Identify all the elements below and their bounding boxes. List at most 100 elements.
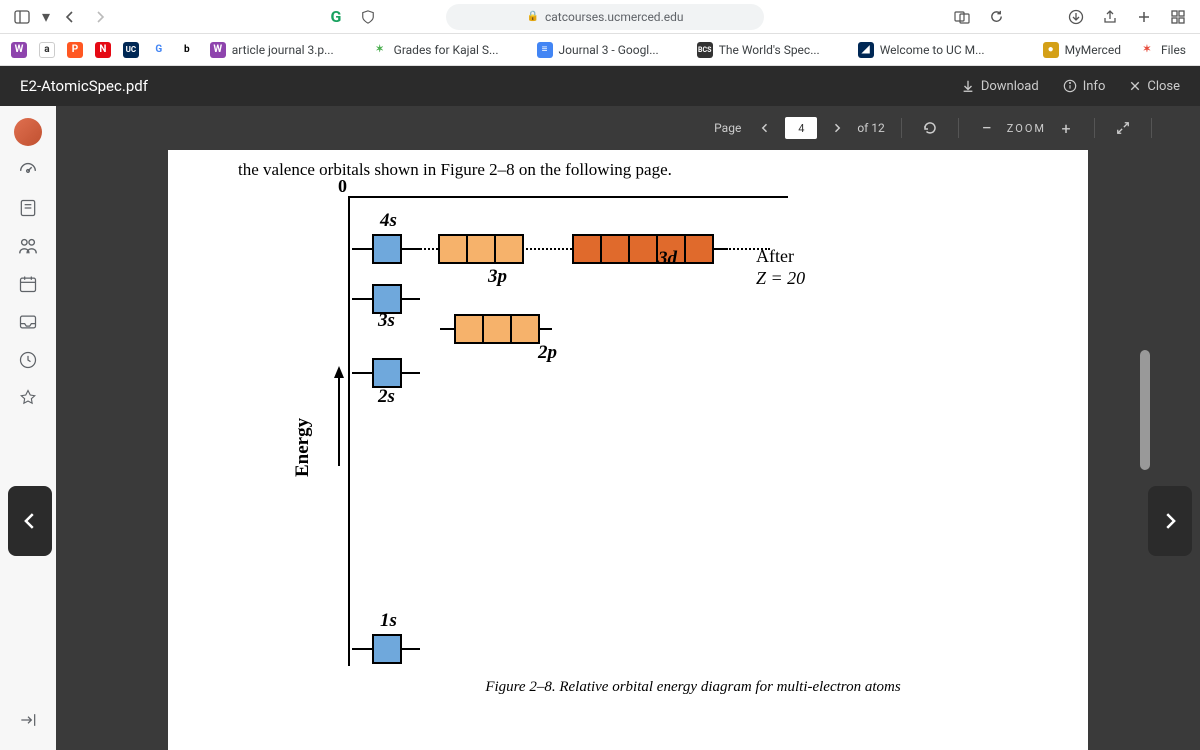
next-page-button[interactable] xyxy=(825,116,849,140)
dotted-connector xyxy=(420,248,438,250)
file-title: E2-AtomicSpec.pdf xyxy=(20,77,148,95)
connector xyxy=(400,298,420,300)
prev-page-arrow[interactable] xyxy=(8,486,52,556)
bookmark-label: The World's Spec... xyxy=(719,43,820,57)
connector xyxy=(352,248,372,250)
plus-icon[interactable] xyxy=(1130,3,1158,31)
bookmark-item[interactable]: UC xyxy=(118,38,144,62)
energy-diagram: 0 Energy 4s xyxy=(308,186,1048,696)
bookmark-label: Grades for Kajal S... xyxy=(394,43,499,57)
orbital-label: 3s xyxy=(378,310,395,332)
download-icon[interactable] xyxy=(1062,3,1090,31)
bookmark-label: article journal 3.p... xyxy=(232,43,334,57)
scrollbar[interactable] xyxy=(1140,350,1150,470)
courses-icon[interactable] xyxy=(8,190,48,226)
zoom-in-button[interactable]: + xyxy=(1054,116,1078,140)
y-axis xyxy=(348,196,350,666)
inbox-icon[interactable] xyxy=(8,304,48,340)
document-viewport[interactable]: the valence orbitals shown in Figure 2–8… xyxy=(56,150,1200,750)
fullscreen-button[interactable] xyxy=(1111,116,1135,140)
translate-icon[interactable] xyxy=(948,3,976,31)
close-button[interactable]: Close xyxy=(1129,79,1180,94)
bookmark-item[interactable]: ●MyMerced xyxy=(1035,38,1129,62)
forward-button[interactable] xyxy=(86,3,114,31)
bookmark-item[interactable]: ≡Journal 3 - Googl... xyxy=(529,38,667,62)
collapse-icon[interactable] xyxy=(8,702,48,738)
connector xyxy=(352,648,372,650)
connector xyxy=(440,328,454,330)
orbital-label: 3p xyxy=(488,266,507,288)
bookmark-item[interactable]: ◢Welcome to UC M... xyxy=(850,38,993,62)
z-label: Z = 20 xyxy=(756,268,805,289)
bookmark-item[interactable]: G xyxy=(146,38,172,62)
content-area: Page of 12 − ZOOM + the valence orbitals… xyxy=(56,106,1200,750)
x-axis xyxy=(348,196,788,198)
bookmark-item[interactable]: a xyxy=(34,38,60,62)
divider xyxy=(1094,118,1095,138)
orbital-box-2p xyxy=(510,314,540,344)
dashboard-icon[interactable] xyxy=(8,152,48,188)
orbital-box-3p xyxy=(438,234,468,264)
page-input[interactable] xyxy=(785,117,817,139)
bookmark-item[interactable]: W xyxy=(6,38,32,62)
groups-icon[interactable] xyxy=(8,228,48,264)
commons-icon[interactable] xyxy=(8,380,48,416)
site-icon[interactable]: G xyxy=(322,3,350,31)
rotate-button[interactable] xyxy=(918,116,942,140)
sidebar-toggle-icon[interactable] xyxy=(8,3,36,31)
bookmark-label: Journal 3 - Googl... xyxy=(559,43,659,57)
url-bar[interactable]: 🔒 catcourses.ucmerced.edu xyxy=(446,4,764,30)
zero-label: 0 xyxy=(338,176,347,197)
close-label: Close xyxy=(1147,79,1180,94)
tabs-icon[interactable] xyxy=(1164,3,1192,31)
reload-icon[interactable] xyxy=(982,3,1010,31)
orbital-box-2p xyxy=(482,314,512,344)
connector xyxy=(400,648,420,650)
page-total: of 12 xyxy=(857,121,884,135)
shield-icon[interactable] xyxy=(354,3,382,31)
dropdown-icon[interactable]: ▾ xyxy=(38,3,54,31)
connector xyxy=(352,372,372,374)
orbital-box-4s xyxy=(372,234,402,264)
bookmark-item[interactable]: Warticle journal 3.p... xyxy=(202,38,342,62)
orbital-box-2s xyxy=(372,358,402,388)
avatar[interactable] xyxy=(8,114,48,150)
pdf-toolbar: Page of 12 − ZOOM + xyxy=(56,106,1200,150)
zoom-out-button[interactable]: − xyxy=(975,116,999,140)
orbital-box-3p xyxy=(494,234,524,264)
info-button[interactable]: Info xyxy=(1063,79,1106,94)
divider xyxy=(958,118,959,138)
orbital-label: 2p xyxy=(538,342,557,364)
main-area: Page of 12 − ZOOM + the valence orbitals… xyxy=(0,106,1200,750)
share-icon[interactable] xyxy=(1096,3,1124,31)
connector xyxy=(400,248,420,250)
orbital-label: 4s xyxy=(380,210,397,232)
connector xyxy=(712,248,726,250)
orbital-label: 1s xyxy=(380,610,397,632)
file-header: E2-AtomicSpec.pdf Download Info Close xyxy=(0,66,1200,106)
page-label: Page xyxy=(714,121,741,135)
orbital-box-3d xyxy=(684,234,714,264)
bookmark-item[interactable]: P xyxy=(62,38,88,62)
bookmark-item[interactable]: b xyxy=(174,38,200,62)
bookmark-item[interactable]: ✶Grades for Kajal S... xyxy=(364,38,507,62)
orbital-box-3d xyxy=(572,234,602,264)
orbital-label: 3d xyxy=(658,248,677,270)
history-icon[interactable] xyxy=(8,342,48,378)
bookmark-item[interactable]: BCSThe World's Spec... xyxy=(689,38,828,62)
connector xyxy=(352,298,372,300)
download-button[interactable]: Download xyxy=(961,79,1039,94)
bookmark-item[interactable]: ✶Files xyxy=(1131,38,1194,62)
next-page-arrow[interactable] xyxy=(1148,486,1192,556)
prev-page-button[interactable] xyxy=(753,116,777,140)
calendar-icon[interactable] xyxy=(8,266,48,302)
info-label: Info xyxy=(1083,79,1106,94)
lock-icon: 🔒 xyxy=(527,11,539,22)
back-button[interactable] xyxy=(56,3,84,31)
connector xyxy=(538,328,552,330)
after-label: After xyxy=(756,246,794,267)
bookmark-item[interactable]: N xyxy=(90,38,116,62)
energy-arrow-icon xyxy=(330,366,348,466)
energy-axis-label: Energy xyxy=(292,418,314,477)
browser-toolbar: ▾ G 🔒 catcourses.ucmerced.edu xyxy=(0,0,1200,34)
